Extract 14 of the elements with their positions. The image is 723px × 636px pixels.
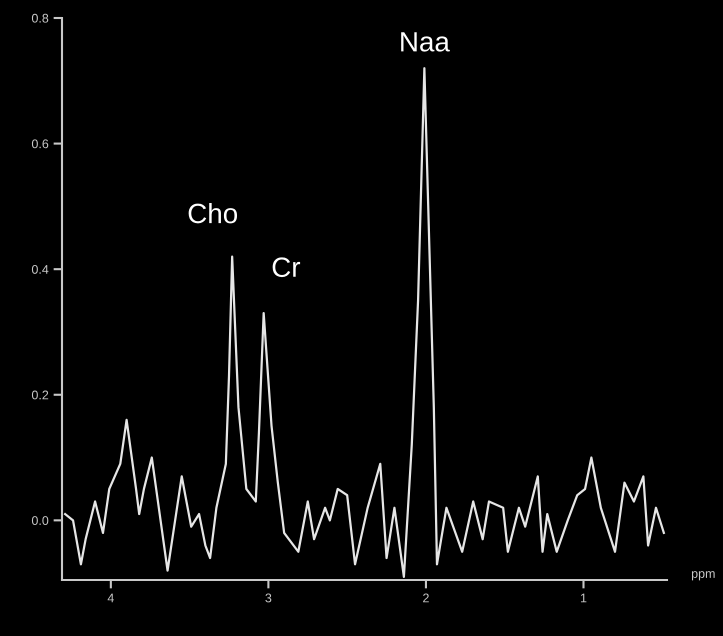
x-tick-label: 4 (108, 594, 114, 602)
x-tick-label: 3 (265, 594, 272, 602)
y-tick-label: 0.0 (32, 516, 48, 525)
x-tick-label: 1 (580, 594, 586, 602)
x-tick-label: 2 (423, 594, 429, 602)
annotation: Cr (272, 257, 300, 278)
y-tick-label: 0.4 (32, 264, 48, 274)
annotation: Naa (401, 32, 450, 52)
annotation: Cho (188, 202, 238, 224)
y-tick-label: 0.2 (32, 390, 48, 400)
x-axis-title: ppm (692, 571, 715, 580)
line-series (64, 67, 665, 578)
y-tick-label: 0.8 (32, 14, 48, 23)
y-tick-label: 0.6 (32, 139, 48, 148)
